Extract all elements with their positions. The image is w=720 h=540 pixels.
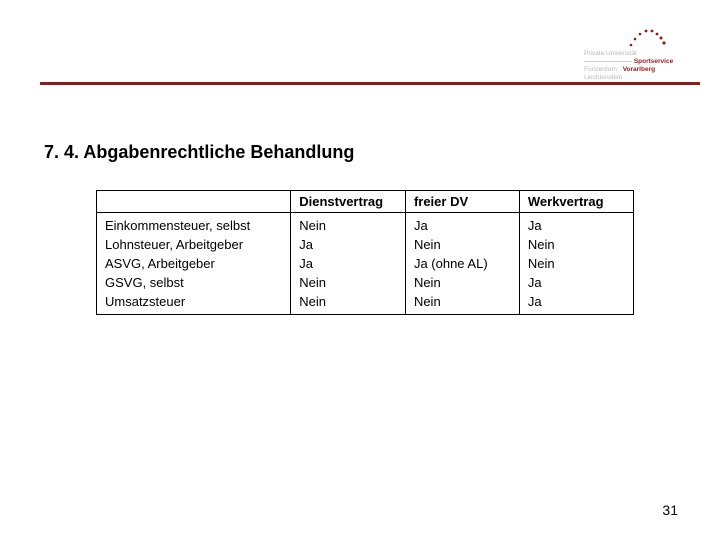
cell: Nein (414, 273, 513, 292)
col-header-werkvertrag: Werkvertrag (519, 191, 633, 213)
cell: Ja (528, 216, 627, 235)
logo-line2-red: Vorarlberg (623, 66, 655, 73)
table-header-row: Dienstvertrag freier DV Werkvertrag (97, 191, 634, 213)
logo: Private Universität Sportservice Fürsten… (584, 26, 694, 82)
tax-table: Dienstvertrag freier DV Werkvertrag Eink… (96, 190, 634, 315)
row-label: Einkommensteuer, selbst (105, 216, 284, 235)
cell: Nein (299, 273, 399, 292)
cell: Nein (299, 216, 399, 235)
header-divider (40, 82, 700, 85)
row-label: Lohnsteuer, Arbeitgeber (105, 235, 284, 254)
cell: Ja (299, 235, 399, 254)
cell: Nein (414, 292, 513, 311)
row-labels-cell: Einkommensteuer, selbst Lohnsteuer, Arbe… (97, 213, 291, 315)
cell: Nein (528, 235, 627, 254)
col-werkvertrag-cell: Ja Nein Nein Ja Ja (519, 213, 633, 315)
logo-line1-grey: Private Universität (584, 50, 637, 57)
row-label: GSVG, selbst (105, 273, 284, 292)
row-labels-list: Einkommensteuer, selbst Lohnsteuer, Arbe… (105, 216, 284, 311)
cell: Nein (414, 235, 513, 254)
logo-text: Private Universität Sportservice Fürsten… (584, 50, 694, 82)
logo-line1-red: Sportservice (634, 58, 673, 65)
logo-arc-icon (628, 26, 666, 48)
page-number: 31 (662, 502, 678, 518)
col-dienstvertrag-cell: Nein Ja Ja Nein Nein (291, 213, 406, 315)
cell: Ja (528, 292, 627, 311)
header: Private Universität Sportservice Fürsten… (0, 0, 720, 100)
cell: Ja (414, 216, 513, 235)
logo-line2-grey: Fürstentum (584, 66, 617, 73)
cell: Ja (299, 254, 399, 273)
cell: Nein (528, 254, 627, 273)
col-header-blank (97, 191, 291, 213)
logo-line3-grey: Liechtenstein (584, 74, 622, 81)
row-label: ASVG, Arbeitgeber (105, 254, 284, 273)
cell: Ja (ohne AL) (414, 254, 513, 273)
cell: Nein (299, 292, 399, 311)
table-body-row: Einkommensteuer, selbst Lohnsteuer, Arbe… (97, 213, 634, 315)
col-header-dienstvertrag: Dienstvertrag (291, 191, 406, 213)
row-label: Umsatzsteuer (105, 292, 284, 311)
page-title: 7. 4. Abgabenrechtliche Behandlung (44, 142, 354, 163)
col-header-freier-dv: freier DV (405, 191, 519, 213)
cell: Ja (528, 273, 627, 292)
col-freier-dv-cell: Ja Nein Ja (ohne AL) Nein Nein (405, 213, 519, 315)
